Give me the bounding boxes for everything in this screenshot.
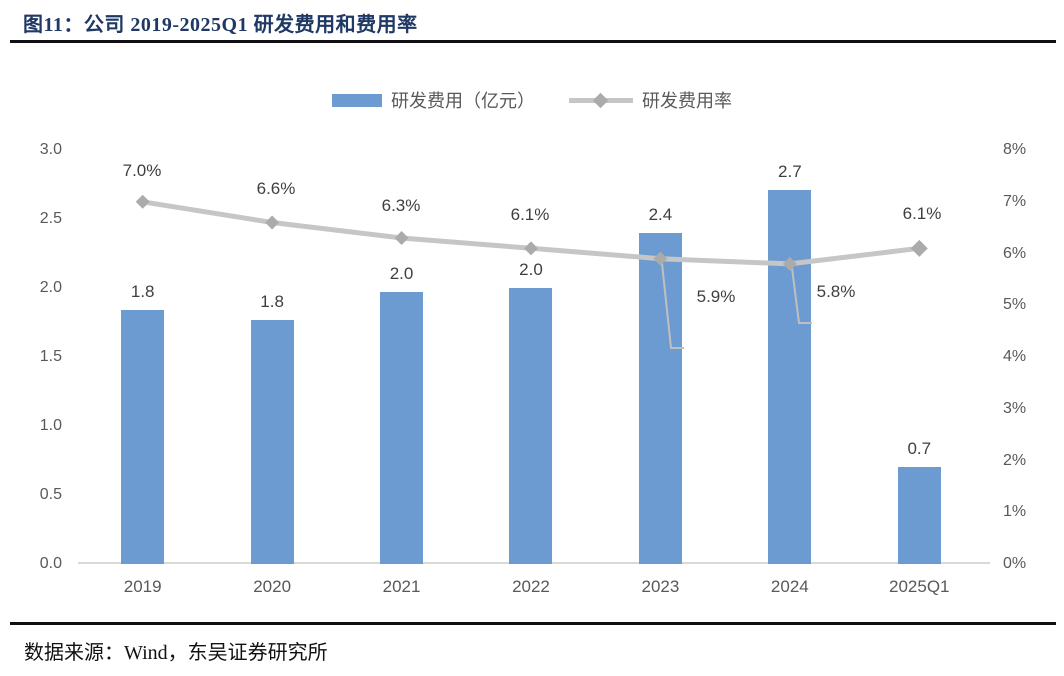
x-axis-label-2020: 2020 xyxy=(253,577,292,596)
x-axis-label-2022: 2022 xyxy=(512,577,550,596)
bar-2020 xyxy=(250,319,294,564)
line-series-marker-icon xyxy=(569,92,633,108)
line-series-svg xyxy=(135,194,928,349)
line-point-marker-icon xyxy=(653,251,668,266)
bar-value-label: 0.7 xyxy=(907,439,932,459)
line-value-label: 5.9% xyxy=(696,287,736,306)
legend-label-line-series: 研发费用率 xyxy=(642,91,732,111)
x-axis-label-2025Q1: 2025Q1 xyxy=(889,577,950,596)
footer-rule xyxy=(10,622,1056,625)
left-axis-tick: 2.5 xyxy=(39,210,62,227)
right-axis-tick: 0% xyxy=(1003,555,1027,572)
bar-2025Q1 xyxy=(897,467,941,564)
line-value-label: 6.6% xyxy=(256,179,296,198)
right-axis-tick: 8% xyxy=(1003,141,1027,158)
bar-value-label: 1.8 xyxy=(260,291,284,311)
x-axis-label-2023: 2023 xyxy=(641,577,680,596)
source-note: 数据来源：Wind，东吴证券研究所 xyxy=(24,642,328,664)
right-axis-tick: 2% xyxy=(1003,451,1027,469)
line-point-marker-icon xyxy=(394,230,409,245)
bar-2022 xyxy=(509,288,553,564)
right-axis-tick: 6% xyxy=(1003,244,1027,262)
bar-2021 xyxy=(380,292,424,564)
x-axis-label-2024: 2024 xyxy=(770,577,809,596)
left-axis-tick: 0.5 xyxy=(39,486,62,503)
bar-value-label: 2.7 xyxy=(778,162,802,182)
legend-item-bar-series: 研发费用（亿元） xyxy=(332,87,535,113)
title-rule xyxy=(10,40,1056,43)
bar-value-label: 2.0 xyxy=(519,260,543,279)
line-point-marker-icon xyxy=(910,239,928,257)
left-axis-tick: 2.0 xyxy=(39,279,62,296)
x-axis-label-2021: 2021 xyxy=(382,577,421,596)
bar-2023 xyxy=(638,232,682,564)
right-axis-tick: 3% xyxy=(1003,399,1027,417)
right-axis-tick: 1% xyxy=(1003,503,1027,521)
data-label-leader-line xyxy=(661,262,684,349)
legend-label-bar-series: 研发费用（亿元） xyxy=(391,91,535,111)
figure-title: 图11：公司 2019-2025Q1 研发费用和费用率 xyxy=(23,14,418,36)
right-axis-tick: 7% xyxy=(1003,192,1027,210)
chart-legend: 研发费用（亿元） 研发费用率 xyxy=(0,86,1064,114)
line-value-label: 6.3% xyxy=(381,196,421,215)
line-value-label: 5.8% xyxy=(816,282,856,301)
bar-value-label: 2.4 xyxy=(648,204,673,224)
bar-value-label: 1.8 xyxy=(130,282,155,302)
bar-2019 xyxy=(121,310,165,564)
line-value-label: 7.0% xyxy=(122,161,162,180)
line-point-marker-icon xyxy=(135,194,150,209)
line-value-label: 6.1% xyxy=(510,205,550,224)
bar-2024 xyxy=(768,190,812,564)
left-axis-tick: 1.5 xyxy=(39,348,62,365)
x-axis-label-2019: 2019 xyxy=(123,577,162,596)
line-point-marker-icon xyxy=(523,241,538,256)
right-axis-tick: 5% xyxy=(1003,296,1027,314)
line-value-label: 6.1% xyxy=(902,204,942,223)
line-point-marker-icon xyxy=(782,256,797,271)
data-label-leader-line xyxy=(791,267,812,324)
left-axis-tick: 3.0 xyxy=(39,141,62,158)
left-axis-tick: 1.0 xyxy=(39,417,62,434)
bar-value-label: 2.0 xyxy=(389,264,414,284)
line-point-marker-icon xyxy=(265,215,280,230)
left-axis-tick: 0.0 xyxy=(39,555,62,572)
legend-item-line-series: 研发费用率 xyxy=(569,87,732,113)
right-axis-tick: 4% xyxy=(1003,348,1027,365)
bar-series-swatch-icon xyxy=(332,93,382,107)
